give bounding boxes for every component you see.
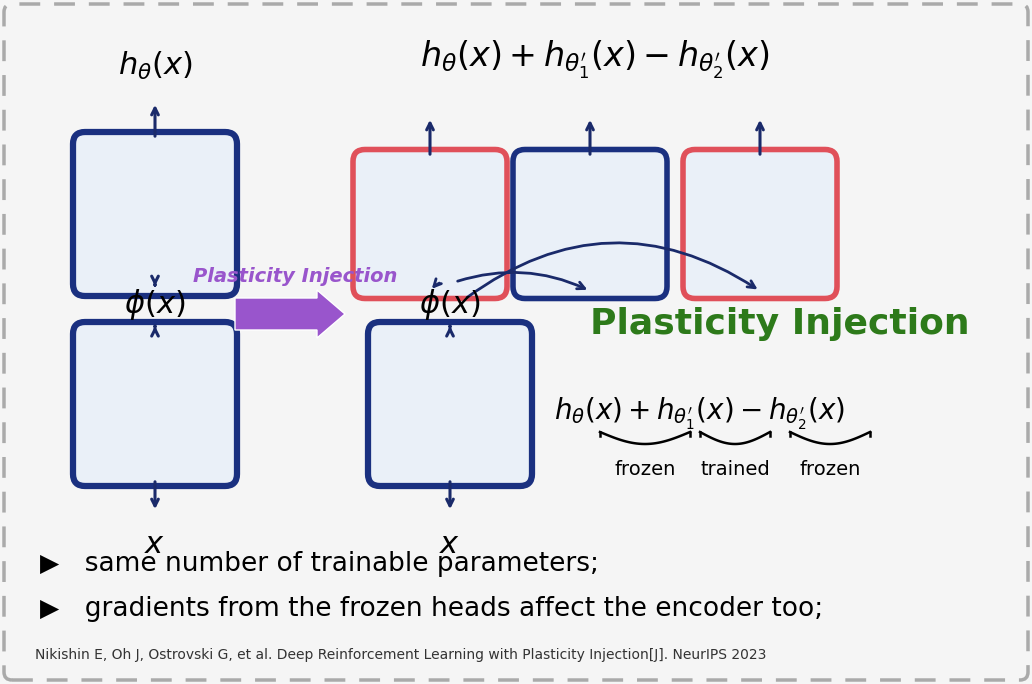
Text: gradients from the frozen heads affect the encoder too;: gradients from the frozen heads affect t… [68, 596, 824, 622]
Text: $h_{\theta}(x)$: $h_{\theta}(x)$ [118, 50, 192, 82]
Text: frozen: frozen [800, 460, 861, 479]
FancyArrow shape [235, 290, 345, 338]
FancyBboxPatch shape [353, 150, 507, 298]
FancyBboxPatch shape [73, 322, 237, 486]
Text: $x$: $x$ [440, 529, 460, 560]
FancyBboxPatch shape [513, 150, 667, 298]
Text: $\phi(x)$: $\phi(x)$ [419, 287, 481, 321]
Text: trained: trained [700, 460, 770, 479]
FancyBboxPatch shape [683, 150, 837, 298]
FancyBboxPatch shape [73, 132, 237, 296]
Text: $\blacktriangleright$: $\blacktriangleright$ [35, 552, 61, 576]
Text: Nikishin E, Oh J, Ostrovski G, et al. Deep Reinforcement Learning with Plasticit: Nikishin E, Oh J, Ostrovski G, et al. De… [35, 648, 767, 662]
Text: $h_{\theta}(x) + h_{\theta_1^{\prime}}(x) - h_{\theta_2^{\prime}}(x)$: $h_{\theta}(x) + h_{\theta_1^{\prime}}(x… [420, 39, 770, 81]
Text: $h_{\theta}(x) + h_{\theta_1^{\prime}}(x) - h_{\theta_2^{\prime}}(x)$: $h_{\theta}(x) + h_{\theta_1^{\prime}}(x… [554, 396, 845, 432]
Text: same number of trainable parameters;: same number of trainable parameters; [68, 551, 599, 577]
Text: frozen: frozen [614, 460, 676, 479]
Text: Plasticity Injection: Plasticity Injection [193, 267, 397, 285]
Text: $\phi(x)$: $\phi(x)$ [124, 287, 186, 321]
FancyBboxPatch shape [4, 4, 1028, 680]
FancyBboxPatch shape [368, 322, 533, 486]
Text: $\blacktriangleright$: $\blacktriangleright$ [35, 597, 61, 621]
Text: Plasticity Injection: Plasticity Injection [590, 307, 970, 341]
Text: $x$: $x$ [144, 529, 165, 560]
